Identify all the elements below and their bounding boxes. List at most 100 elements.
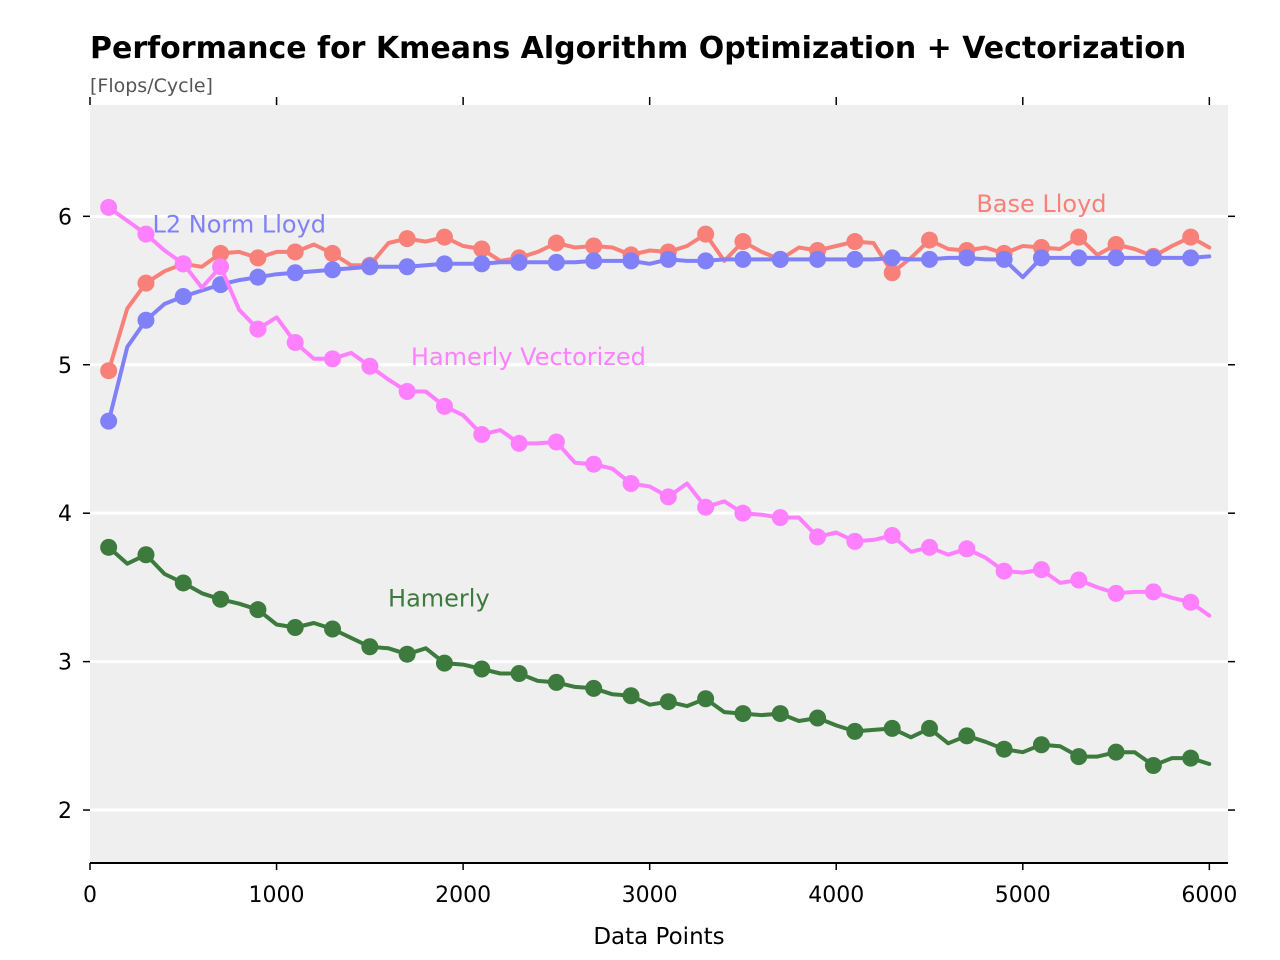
series-point (286, 243, 304, 261)
series-point (249, 268, 267, 286)
series-point (100, 362, 118, 380)
series-point (1144, 249, 1162, 267)
series-point (1144, 583, 1162, 601)
series-point (622, 475, 640, 492)
series-point (1032, 249, 1050, 267)
series-point (846, 233, 864, 251)
series-point (883, 264, 901, 282)
series-point (435, 397, 453, 415)
series-label: Hamerly (388, 585, 490, 613)
series-point (585, 252, 603, 270)
y-tick-label: 6 (58, 205, 72, 230)
series-point (212, 258, 230, 276)
series-point (137, 274, 155, 292)
series-point (697, 225, 715, 243)
series-point (1032, 561, 1050, 579)
series-point (137, 311, 155, 329)
series-point (286, 618, 304, 636)
series-point (1070, 748, 1088, 766)
series-point (697, 690, 715, 708)
series-point (659, 693, 677, 711)
series-point (697, 498, 715, 516)
series-point (809, 709, 827, 727)
series-point (361, 357, 379, 375)
series-point (324, 244, 342, 262)
series-point (473, 255, 491, 273)
series-point (174, 574, 192, 592)
series-point (1107, 249, 1125, 267)
chart-subtitle: [Flops/Cycle] (90, 75, 213, 97)
series-point (585, 679, 603, 697)
series-point (100, 538, 118, 556)
series-point (361, 638, 379, 656)
series-point (995, 250, 1013, 268)
series-point (734, 233, 752, 251)
series-point (137, 546, 155, 564)
series-point (510, 434, 528, 452)
series-point (1182, 593, 1200, 611)
y-tick-label: 3 (58, 651, 72, 676)
series-point (809, 250, 827, 268)
series-point (697, 252, 715, 270)
series-point (510, 664, 528, 682)
series-point (846, 532, 864, 550)
y-tick-label: 4 (58, 502, 72, 527)
series-point (809, 528, 827, 546)
series-labels: Base Lloyd L2 Norm Lloyd Hamerly Vectorize… (152, 190, 1106, 613)
series-point (174, 255, 192, 273)
series-point (883, 249, 901, 267)
series-point (846, 722, 864, 740)
series-point (771, 250, 789, 268)
series-point (212, 244, 230, 262)
series-point (958, 540, 976, 558)
axes: 2 3 4 5 6 0 1000 2000 3000 4000 5000 6000 (58, 97, 1237, 908)
series-point (100, 412, 118, 430)
series-point (958, 249, 976, 267)
series-point (286, 333, 304, 351)
x-axis-label: Data Points (593, 924, 724, 950)
x-tick-label: 6000 (1181, 883, 1237, 908)
series-point (1107, 584, 1125, 602)
series-label: Hamerly Vectorized (411, 343, 646, 371)
series-point (734, 705, 752, 723)
series-point (585, 455, 603, 473)
x-tick-label: 2000 (435, 883, 491, 908)
series-point (622, 252, 640, 270)
series-point (398, 230, 416, 248)
series-point (1070, 571, 1088, 589)
series-point (249, 320, 267, 338)
series-point (398, 258, 416, 276)
series-point (324, 261, 342, 279)
series-point (547, 253, 565, 271)
x-tick-label: 3000 (622, 883, 678, 908)
series-point (585, 237, 603, 255)
series-point (958, 727, 976, 745)
series-point (1107, 743, 1125, 761)
series-point (883, 526, 901, 544)
y-tick-label: 5 (58, 354, 72, 379)
series-point (1182, 228, 1200, 246)
series-point (622, 687, 640, 705)
series-point (361, 258, 379, 276)
series-point (771, 705, 789, 723)
series-label: Base Lloyd (976, 190, 1106, 218)
y-tick-label: 2 (58, 799, 72, 824)
series-point (1032, 736, 1050, 754)
series-point (547, 234, 565, 252)
series-point (137, 225, 155, 243)
series-point (771, 509, 789, 527)
series-label: L2 Norm Lloyd (152, 211, 326, 239)
x-tick-label: 1000 (249, 883, 305, 908)
series-point (212, 590, 230, 608)
series-point (100, 198, 118, 216)
series-point (995, 562, 1013, 580)
grid-lines (90, 214, 1228, 812)
series-point (398, 382, 416, 400)
series-point (473, 426, 491, 444)
series-point (324, 350, 342, 368)
series-point (1182, 249, 1200, 267)
series-point (435, 228, 453, 246)
series-point (734, 504, 752, 522)
series-point (286, 264, 304, 282)
